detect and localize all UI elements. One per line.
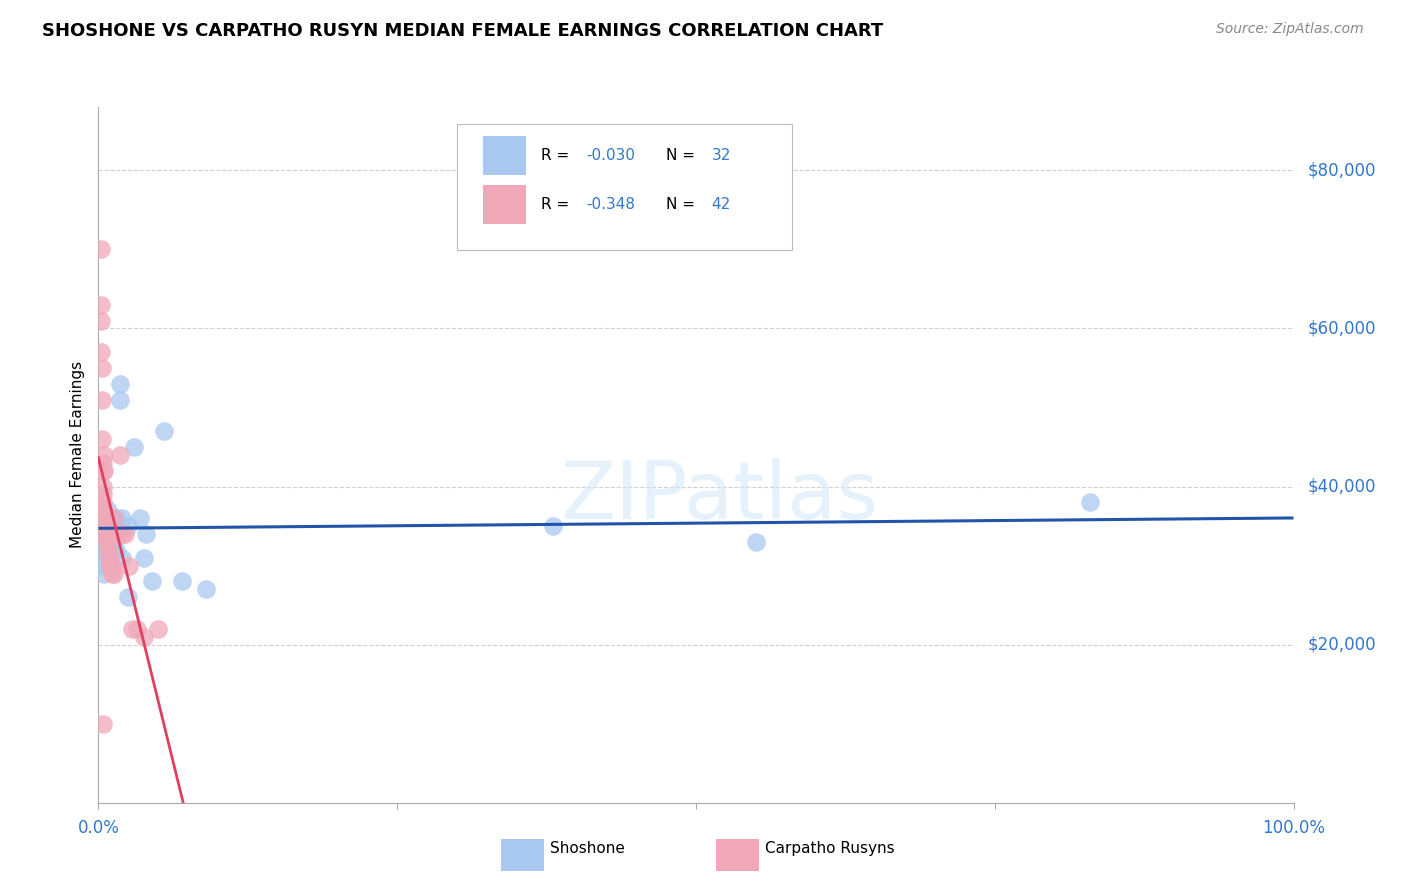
Point	[91, 487, 114, 501]
Point	[141, 574, 163, 589]
Point	[103, 566, 125, 581]
Y-axis label: Median Female Earnings: Median Female Earnings	[70, 361, 86, 549]
Text: N =: N =	[666, 148, 700, 163]
Point	[91, 716, 114, 731]
Text: 0.0%: 0.0%	[77, 820, 120, 838]
Point	[93, 519, 115, 533]
Point	[91, 464, 114, 478]
Point	[135, 527, 157, 541]
Point	[153, 424, 176, 438]
Point	[93, 550, 115, 565]
Point	[91, 503, 114, 517]
Point	[96, 535, 118, 549]
Point	[97, 542, 120, 557]
Point	[101, 535, 124, 549]
Point	[91, 479, 114, 493]
Point	[98, 558, 122, 573]
Point	[114, 527, 136, 541]
Text: R =: R =	[540, 148, 574, 163]
Point	[111, 527, 134, 541]
Text: SHOSHONE VS CARPATHO RUSYN MEDIAN FEMALE EARNINGS CORRELATION CHART: SHOSHONE VS CARPATHO RUSYN MEDIAN FEMALE…	[42, 22, 883, 40]
Point	[125, 622, 148, 636]
Text: 100.0%: 100.0%	[1263, 820, 1324, 838]
Point	[91, 456, 114, 470]
Point	[745, 535, 768, 549]
Point	[132, 630, 155, 644]
FancyBboxPatch shape	[484, 185, 526, 224]
Point	[100, 566, 122, 581]
Text: R =: R =	[540, 197, 574, 212]
Point	[91, 392, 114, 407]
Point	[148, 622, 170, 636]
FancyBboxPatch shape	[457, 125, 792, 250]
Text: $60,000: $60,000	[1308, 319, 1376, 337]
Point	[108, 376, 131, 391]
Point	[94, 527, 117, 541]
Point	[97, 542, 120, 557]
Point	[1080, 495, 1102, 509]
Point	[132, 550, 155, 565]
Text: -0.348: -0.348	[586, 197, 636, 212]
Point	[118, 558, 141, 573]
Point	[103, 511, 125, 525]
Point	[90, 298, 112, 312]
Text: Source: ZipAtlas.com: Source: ZipAtlas.com	[1216, 22, 1364, 37]
Point	[124, 440, 146, 454]
Point	[100, 558, 122, 573]
Point	[93, 519, 115, 533]
Point	[90, 313, 112, 327]
Point	[111, 550, 134, 565]
Point	[93, 542, 115, 557]
Point	[96, 527, 118, 541]
Point	[96, 535, 118, 549]
Point	[93, 464, 115, 478]
Point	[91, 432, 114, 446]
Point	[111, 511, 134, 525]
Text: $40,000: $40,000	[1308, 477, 1376, 496]
Point	[105, 511, 128, 525]
Point	[91, 495, 114, 509]
Point	[93, 558, 115, 573]
Text: $20,000: $20,000	[1308, 636, 1376, 654]
Text: 42: 42	[711, 197, 731, 212]
Point	[93, 566, 115, 581]
Point	[94, 519, 117, 533]
Text: N =: N =	[666, 197, 700, 212]
Point	[93, 535, 115, 549]
Point	[541, 519, 564, 533]
Point	[108, 448, 131, 462]
Point	[90, 243, 112, 257]
Text: $80,000: $80,000	[1308, 161, 1376, 179]
Text: Shoshone: Shoshone	[550, 840, 626, 855]
Point	[129, 511, 152, 525]
Point	[101, 511, 124, 525]
Point	[90, 345, 112, 359]
Point	[172, 574, 194, 589]
Text: Carpatho Rusyns: Carpatho Rusyns	[765, 840, 894, 855]
Point	[97, 503, 120, 517]
Point	[98, 527, 122, 541]
Point	[93, 448, 115, 462]
Point	[94, 511, 117, 525]
Point	[98, 550, 122, 565]
FancyBboxPatch shape	[484, 136, 526, 175]
Text: ZIPatlas: ZIPatlas	[561, 458, 879, 536]
Point	[93, 503, 115, 517]
Point	[194, 582, 217, 597]
Point	[98, 550, 121, 565]
Point	[101, 527, 124, 541]
Point	[108, 392, 131, 407]
Text: 32: 32	[711, 148, 731, 163]
Point	[117, 519, 139, 533]
FancyBboxPatch shape	[501, 839, 544, 871]
Text: -0.030: -0.030	[586, 148, 636, 163]
Point	[91, 361, 114, 376]
Point	[107, 527, 129, 541]
Point	[121, 622, 143, 636]
Point	[98, 511, 122, 525]
Point	[97, 542, 120, 557]
Point	[117, 591, 139, 605]
Point	[105, 542, 128, 557]
FancyBboxPatch shape	[716, 839, 759, 871]
